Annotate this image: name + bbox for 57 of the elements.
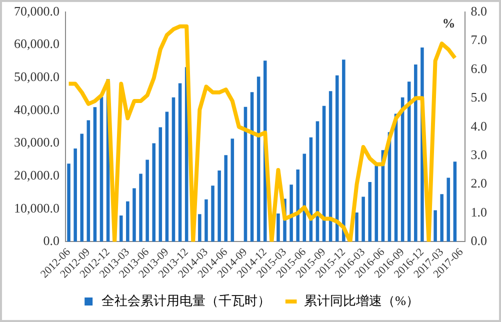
y2-tick-label: 2.0: [470, 176, 487, 191]
bar: [296, 170, 300, 242]
y-tick-label: 60,000.0: [14, 36, 60, 52]
bar: [335, 75, 339, 242]
bar: [67, 164, 70, 242]
bar: [158, 127, 162, 242]
bar: [218, 170, 221, 242]
y-tick-label: 40,000.0: [14, 102, 60, 117]
bar: [224, 155, 228, 242]
bar: [414, 64, 418, 242]
bar: [374, 166, 378, 242]
bar: [342, 60, 346, 242]
bar: [290, 184, 293, 242]
legend-label: 全社会累计用电量（千瓦时）: [102, 292, 271, 308]
bar: [165, 112, 169, 242]
y-tick-label: 50,000.0: [14, 69, 60, 84]
y2-tick-label: 7.0: [470, 32, 487, 48]
y2-tick-label: 8.0: [470, 3, 487, 18]
y2-tick-label: 0.0: [470, 233, 487, 248]
legend-label: 累计同比增速（%）: [304, 292, 419, 308]
bar: [362, 196, 365, 242]
bar: [74, 148, 77, 242]
y-tick-label: 70,000.0: [14, 3, 60, 18]
bar: [80, 134, 84, 242]
y-tick-label: 20,000.0: [14, 168, 60, 183]
bar: [368, 182, 372, 242]
bar: [211, 186, 214, 242]
y2-tick-label: 4.0: [470, 118, 487, 134]
bar: [230, 138, 234, 242]
bar: [276, 214, 280, 242]
y2-tick-label: 5.0: [470, 90, 487, 105]
bar: [86, 120, 90, 242]
bar: [119, 215, 123, 242]
bar: [178, 83, 182, 242]
y2-tick-label: 3.0: [470, 147, 487, 162]
y2-tick-label: 1.0: [470, 204, 487, 220]
bar: [446, 178, 450, 242]
bar: [100, 97, 104, 242]
y2-tick-label: 6.0: [470, 60, 487, 76]
bar: [172, 97, 176, 242]
bar: [440, 194, 444, 242]
bar: [407, 82, 411, 242]
y2-axis-title: %: [442, 15, 456, 30]
y-tick-label: 0.0: [43, 233, 60, 248]
bar: [198, 214, 202, 242]
bar: [139, 174, 142, 242]
bar: [204, 199, 208, 242]
bar: [93, 107, 97, 242]
bar: [434, 210, 437, 242]
bar: [126, 201, 130, 242]
bar: [132, 188, 136, 242]
bar: [152, 143, 156, 242]
bar: [453, 162, 457, 242]
bar: [355, 212, 358, 242]
bar: [146, 160, 149, 242]
y-tick-label: 30,000.0: [14, 134, 60, 150]
y-tick-label: 10,000.0: [14, 200, 60, 216]
